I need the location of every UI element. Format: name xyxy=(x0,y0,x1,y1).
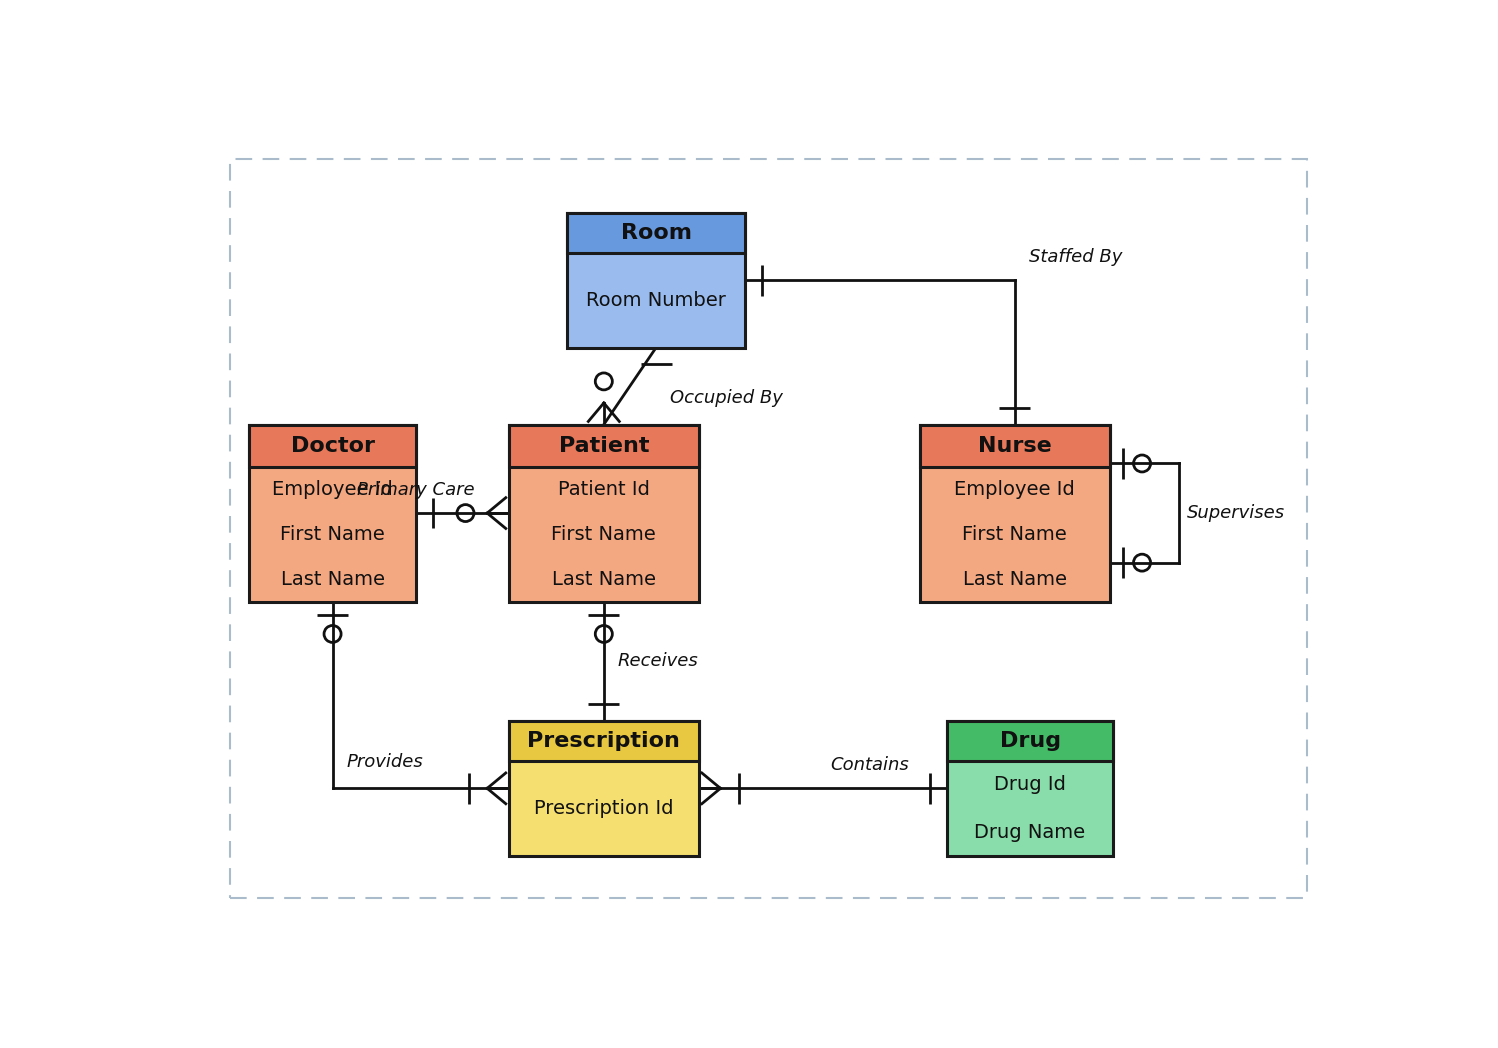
Text: First Name: First Name xyxy=(551,525,656,544)
Text: Supervises: Supervises xyxy=(1186,504,1285,522)
Bar xyxy=(947,721,1113,761)
Text: Last Name: Last Name xyxy=(280,570,385,589)
Bar xyxy=(249,424,416,466)
Bar xyxy=(509,721,698,761)
Text: First Name: First Name xyxy=(280,525,385,544)
Text: Drug Id: Drug Id xyxy=(995,776,1067,794)
Text: Prescription Id: Prescription Id xyxy=(535,799,674,817)
Text: Prescription: Prescription xyxy=(527,732,680,751)
Bar xyxy=(249,424,416,602)
Text: Room: Room xyxy=(620,223,692,243)
Bar xyxy=(509,721,698,856)
Text: Primary Care: Primary Care xyxy=(357,481,475,499)
Bar xyxy=(947,721,1113,856)
Text: Staffed By: Staffed By xyxy=(1029,248,1122,266)
Text: Nurse: Nurse xyxy=(978,436,1052,456)
Text: Employee Id: Employee Id xyxy=(954,480,1076,499)
Text: Contains: Contains xyxy=(830,757,909,774)
Text: Patient Id: Patient Id xyxy=(557,480,650,499)
Text: First Name: First Name xyxy=(962,525,1067,544)
Bar xyxy=(509,424,698,466)
Bar xyxy=(568,213,745,348)
Text: Last Name: Last Name xyxy=(963,570,1067,589)
Text: Room Number: Room Number xyxy=(586,290,727,309)
Text: Doctor: Doctor xyxy=(291,436,374,456)
Bar xyxy=(920,424,1110,602)
Text: Last Name: Last Name xyxy=(551,570,656,589)
Bar xyxy=(568,213,745,253)
Text: Receives: Receives xyxy=(617,652,698,671)
Bar xyxy=(509,424,698,602)
Text: Drug: Drug xyxy=(999,732,1061,751)
Text: Provides: Provides xyxy=(346,754,424,771)
Text: Drug Name: Drug Name xyxy=(975,823,1086,842)
Text: Patient: Patient xyxy=(559,436,649,456)
Bar xyxy=(920,424,1110,466)
Text: Occupied By: Occupied By xyxy=(670,389,783,407)
Text: Employee Id: Employee Id xyxy=(273,480,392,499)
